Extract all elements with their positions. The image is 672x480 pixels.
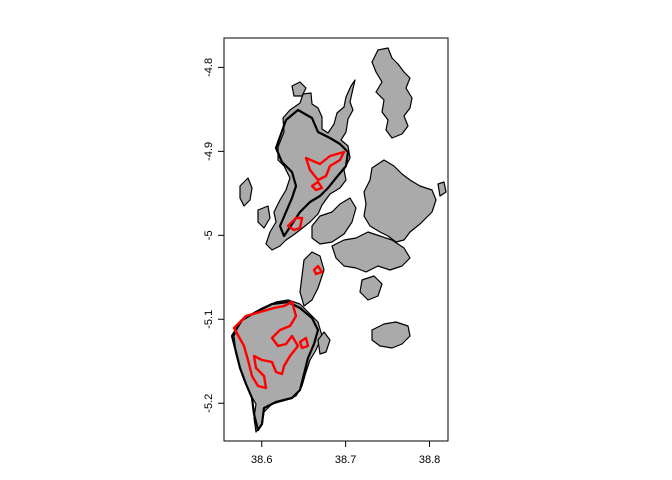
boundary-black-north xyxy=(274,108,350,238)
x-tick-label: 38.6 xyxy=(251,454,272,466)
y-tick-label: -5.2 xyxy=(203,394,215,413)
land-islet-w xyxy=(239,177,253,207)
land-east-north xyxy=(371,47,413,139)
land-middle-c xyxy=(299,251,325,307)
y-tick-label: -5.1 xyxy=(203,310,215,329)
land-middle-d xyxy=(359,275,383,301)
x-tick-label: 38.7 xyxy=(335,454,356,466)
land-south-islet-e xyxy=(317,331,331,355)
land-middle-b xyxy=(331,231,411,273)
boundary-red-south xyxy=(232,300,300,390)
boundary-red-mid-small xyxy=(312,264,324,276)
land-southeast xyxy=(371,321,411,349)
boundary-red-north xyxy=(304,150,346,182)
land-islet-nw xyxy=(291,81,307,97)
y-tick-label: -4.9 xyxy=(203,142,215,161)
red-boundary-layer xyxy=(232,150,346,390)
land-east-big xyxy=(363,159,437,243)
boundary-red-south-small xyxy=(298,336,310,350)
boundary-red-north-small xyxy=(310,180,324,192)
land-middle-a xyxy=(311,197,357,245)
land-islet-w2 xyxy=(257,205,271,229)
x-axis: 38.6 38.7 38.8 xyxy=(251,440,440,466)
y-tick-label: -5 xyxy=(203,230,215,240)
y-axis: -4.8 -4.9 -5 -5.1 -5.2 xyxy=(203,58,225,413)
black-boundary-layer xyxy=(230,108,350,432)
land-south-island xyxy=(233,299,323,433)
boundary-red-mid xyxy=(286,216,304,232)
y-tick-label: -4.8 xyxy=(203,58,215,77)
x-tick-label: 38.8 xyxy=(419,454,440,466)
land-layer xyxy=(233,47,447,433)
boundary-black-south xyxy=(230,300,320,432)
land-east-small xyxy=(437,181,447,197)
